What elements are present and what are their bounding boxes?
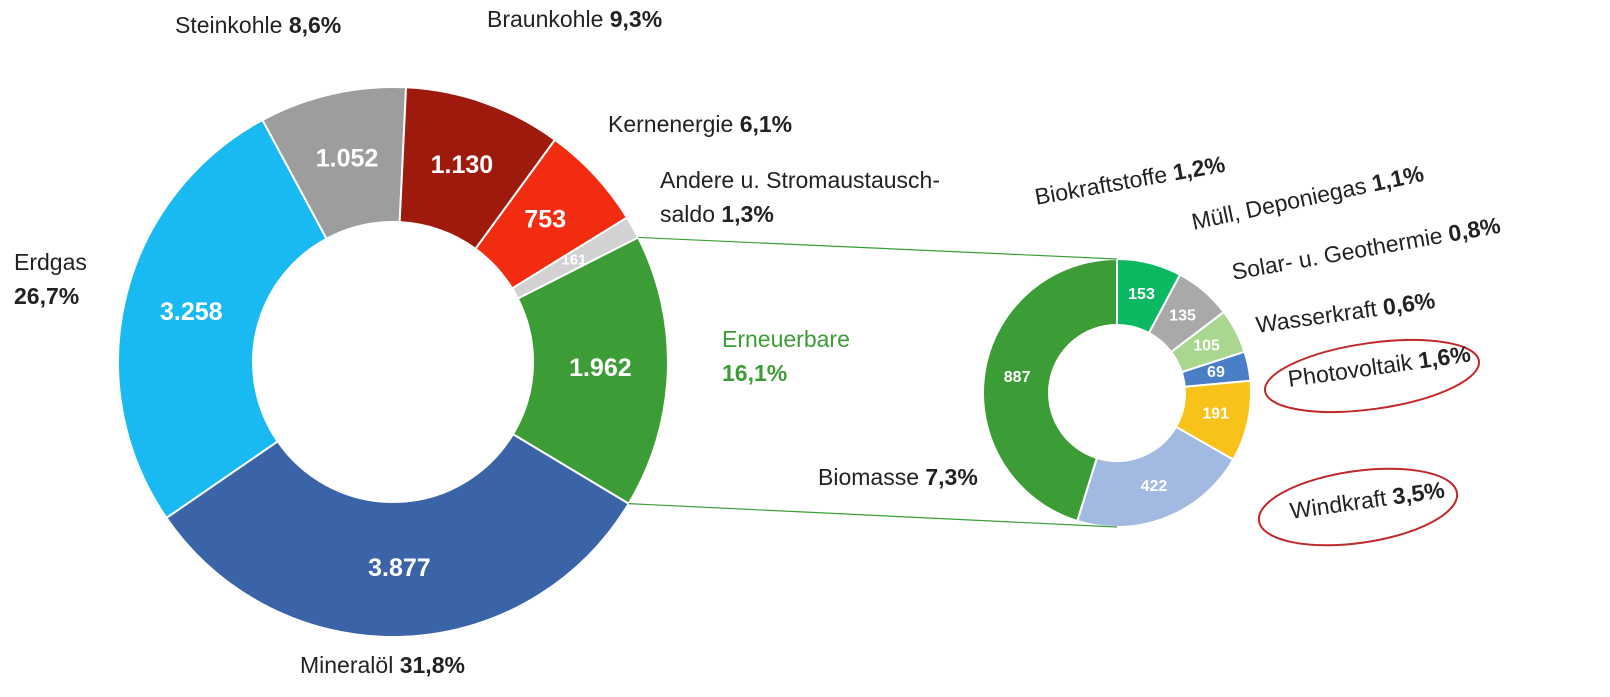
category-label: Erdgas 26,7% — [14, 245, 104, 313]
category-name: Andere u. Stromaustausch-saldo — [660, 167, 940, 227]
percentage-label: 6,1% — [739, 111, 793, 137]
donut-segment — [117, 118, 328, 520]
percentage-label: 0,6% — [1381, 286, 1437, 321]
percentage-label: 1,6% — [1416, 340, 1473, 374]
value-label: 191 — [1202, 406, 1229, 423]
value-label: 1.962 — [569, 354, 632, 382]
category-label: Braunkohle 9,3% — [487, 2, 787, 36]
category-name: Braunkohle — [487, 6, 604, 32]
highlight-ellipse — [1257, 467, 1459, 547]
category-label: Biomasse 7,3% — [818, 460, 1218, 494]
value-label: 887 — [1004, 369, 1031, 386]
percentage-label: 1,1% — [1369, 160, 1427, 197]
value-label: 3.877 — [368, 554, 431, 582]
value-label: 69 — [1207, 364, 1225, 381]
category-name: Erneuerbare — [722, 326, 850, 352]
percentage-label: 26,7% — [14, 283, 80, 309]
category-label: Steinkohle 8,6% — [175, 8, 475, 42]
donut-segment — [1076, 425, 1235, 528]
value-label: 1.052 — [316, 144, 379, 172]
category-label: Mineralöl 31,8% — [300, 648, 600, 682]
value-label: 753 — [524, 206, 566, 234]
category-label: Andere u. Stromaustausch-saldo 1,3% — [660, 163, 960, 231]
percentage-label: 7,3% — [925, 464, 978, 490]
category-label: Erneuerbare 16,1% — [722, 322, 882, 390]
percentage-label: 16,1% — [722, 360, 788, 386]
percentage-label: 8,6% — [288, 12, 342, 38]
value-label: 135 — [1169, 307, 1196, 324]
donut-segment — [511, 236, 669, 506]
highlight-ellipse — [1263, 339, 1481, 413]
value-label: 153 — [1128, 286, 1155, 303]
category-label: Kernenergie 6,1% — [608, 107, 908, 141]
donut-segment — [982, 257, 1118, 523]
percentage-label: 1,3% — [721, 201, 774, 227]
category-name: Mineralöl — [300, 652, 394, 678]
percentage-label: 0,8% — [1446, 211, 1503, 247]
connector-line — [638, 236, 1118, 260]
value-label: 422 — [1141, 478, 1168, 495]
value-label: 1.130 — [431, 151, 494, 179]
percentage-label: 9,3% — [609, 6, 663, 32]
value-label: 105 — [1193, 338, 1220, 355]
connector-line — [628, 503, 1118, 528]
donut-segment — [165, 432, 631, 638]
category-name: Kernenergie — [608, 111, 734, 137]
value-label: 161 — [561, 251, 586, 268]
category-name: Steinkohle — [175, 12, 283, 38]
percentage-label: 1,2% — [1170, 150, 1227, 186]
category-name: Erdgas — [14, 249, 87, 275]
value-label: 3.258 — [160, 298, 223, 326]
percentage-label: 31,8% — [399, 652, 465, 678]
percentage-label: 3,5% — [1390, 476, 1447, 510]
category-name: Biomasse — [818, 464, 919, 490]
